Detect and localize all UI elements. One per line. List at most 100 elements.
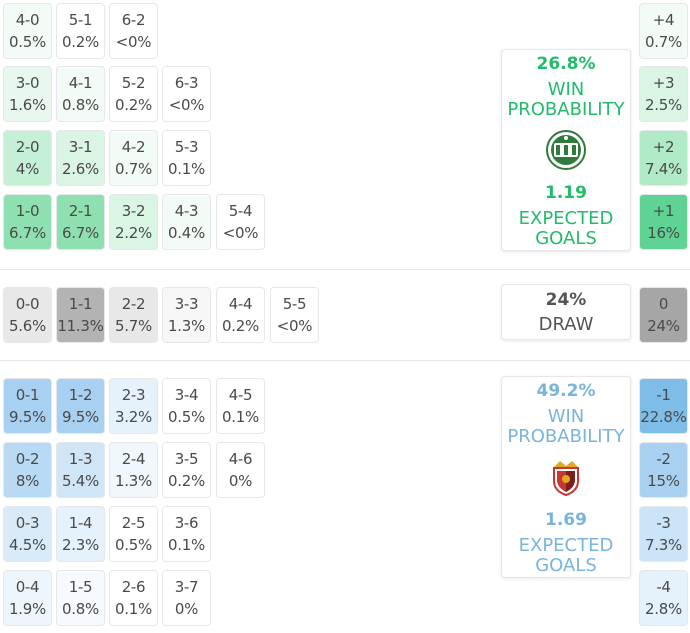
probability-label: 6.7% xyxy=(62,224,99,242)
home-scoreline-cell: 6-2 <0% xyxy=(109,3,158,59)
away-win-percentage: 49.2% xyxy=(536,381,596,401)
scoreline-label: 4-6 xyxy=(228,450,253,468)
probability-label: <0% xyxy=(222,224,259,242)
probability-label: 1.3% xyxy=(115,472,152,490)
away-win-label-line2: PROBABILITY xyxy=(507,426,625,447)
probability-label: 0.2% xyxy=(115,96,152,114)
probability-label: 0% xyxy=(228,472,253,490)
scoreline-label: 2-3 xyxy=(121,386,146,404)
probability-label: 16% xyxy=(647,224,680,242)
draw-away-divider xyxy=(0,360,690,361)
scoreline-label: 1-2 xyxy=(68,386,93,404)
probability-label: 7.3% xyxy=(645,536,682,554)
away-scoreline-cell: 2-3 3.2% xyxy=(109,378,158,434)
scoreline-label: 4-5 xyxy=(228,386,253,404)
home-scoreline-cell: 5-3 0.1% xyxy=(162,130,211,186)
scoreline-label: 1-1 xyxy=(68,295,93,313)
scoreline-label: 2-1 xyxy=(68,202,93,220)
home-expected-goals: 1.19 xyxy=(545,183,587,203)
probability-label: 7.4% xyxy=(645,160,682,178)
scoreline-label: 3-4 xyxy=(174,386,199,404)
probability-label: 0.1% xyxy=(115,600,152,618)
home-win-percentage: 26.8% xyxy=(536,54,596,74)
home-scoreline-cell: 5-4 <0% xyxy=(216,194,265,250)
probability-label: 0.1% xyxy=(222,408,259,426)
probability-label: 2.5% xyxy=(645,96,682,114)
probability-label: 15% xyxy=(647,472,680,490)
away-scoreline-cell: 0-1 9.5% xyxy=(3,378,52,434)
scoreline-label: 3-3 xyxy=(174,295,199,313)
probability-label: 5.7% xyxy=(115,317,152,335)
probability-label: 4.5% xyxy=(9,536,46,554)
probability-label: 2.6% xyxy=(62,160,99,178)
scoreline-label: 0-4 xyxy=(15,578,40,596)
draw-scoreline-cell: 3-3 1.3% xyxy=(162,287,211,343)
scoreline-label: 1-5 xyxy=(68,578,93,596)
home-margin-cell: +2 7.4% xyxy=(639,130,688,186)
scoreline-label: 5-3 xyxy=(174,138,199,156)
away-scoreline-cell: 1-4 2.3% xyxy=(56,506,105,562)
away-margin-cell: -1 22.8% xyxy=(639,378,688,434)
home-scoreline-cell: 2-1 6.7% xyxy=(56,194,105,250)
away-xg-label-line2: GOALS xyxy=(535,555,597,576)
probability-label: <0% xyxy=(115,33,152,51)
scoreline-label: 2-4 xyxy=(121,450,146,468)
probability-label: 6.7% xyxy=(9,224,46,242)
probability-label: <0% xyxy=(276,317,313,335)
scoreline-label: 0-0 xyxy=(15,295,40,313)
away-scoreline-cell: 3-4 0.5% xyxy=(162,378,211,434)
scoreline-label: 3-6 xyxy=(174,514,199,532)
scoreline-label: 1-0 xyxy=(15,202,40,220)
away-scoreline-cell: 0-4 1.9% xyxy=(3,570,52,626)
scoreline-label: 6-2 xyxy=(121,11,146,29)
probability-label: 8% xyxy=(15,472,40,490)
away-win-label: WIN PROBABILITY xyxy=(507,407,624,447)
probability-label: 0.5% xyxy=(168,408,205,426)
scoreline-label: 3-7 xyxy=(174,578,199,596)
draw-percentage: 24% xyxy=(545,289,587,310)
probability-label: 5.4% xyxy=(62,472,99,490)
home-margin-cell: +4 0.7% xyxy=(639,3,688,59)
away-scoreline-cell: 1-5 0.8% xyxy=(56,570,105,626)
probability-label: 0.5% xyxy=(115,536,152,554)
scoreline-label: 6-3 xyxy=(174,74,199,92)
away-margin-cell: -4 2.8% xyxy=(639,570,688,626)
scoreline-label: 2-6 xyxy=(121,578,146,596)
probability-label: 0.4% xyxy=(168,224,205,242)
probability-label: <0% xyxy=(168,96,205,114)
away-scoreline-cell: 2-5 0.5% xyxy=(109,506,158,562)
home-scoreline-cell: 3-1 2.6% xyxy=(56,130,105,186)
away-margin-cell: -3 7.3% xyxy=(639,506,688,562)
draw-label: DRAW xyxy=(538,313,594,335)
scoreline-label: +1 xyxy=(652,202,675,220)
probability-label: 2.8% xyxy=(645,600,682,618)
probability-label: 9.5% xyxy=(9,408,46,426)
probability-label: 0.1% xyxy=(168,536,205,554)
home-margin-cell: +3 2.5% xyxy=(639,66,688,122)
scoreline-label: 0-2 xyxy=(15,450,40,468)
home-xg-label: EXPECTED GOALS xyxy=(519,209,614,249)
probability-label: 1.9% xyxy=(9,600,46,618)
away-scoreline-cell: 3-5 0.2% xyxy=(162,442,211,498)
probability-label: 3.2% xyxy=(115,408,152,426)
home-win-label-line2: PROBABILITY xyxy=(507,99,625,120)
scoreline-label: 3-0 xyxy=(15,74,40,92)
home-scoreline-cell: 4-3 0.4% xyxy=(162,194,211,250)
home-xg-label-line2: GOALS xyxy=(535,228,597,249)
home-win-label-line1: WIN xyxy=(547,79,585,100)
away-scoreline-cell: 1-3 5.4% xyxy=(56,442,105,498)
scoreline-label: +2 xyxy=(652,138,675,156)
home-scoreline-cell: 1-0 6.7% xyxy=(3,194,52,250)
red-gold-club-crest-icon xyxy=(546,457,586,502)
probability-label: 22.8% xyxy=(640,408,687,426)
away-win-label-line1: WIN xyxy=(547,406,585,427)
scoreline-label: 3-2 xyxy=(121,202,146,220)
probability-label: 0.7% xyxy=(115,160,152,178)
home-scoreline-cell: 5-2 0.2% xyxy=(109,66,158,122)
probability-label: 1.6% xyxy=(9,96,46,114)
draw-scoreline-cell: 2-2 5.7% xyxy=(109,287,158,343)
home-xg-label-line1: EXPECTED xyxy=(518,208,614,229)
scoreline-label: -4 xyxy=(656,578,671,596)
scoreline-label: 3-5 xyxy=(174,450,199,468)
away-scoreline-cell: 1-2 9.5% xyxy=(56,378,105,434)
